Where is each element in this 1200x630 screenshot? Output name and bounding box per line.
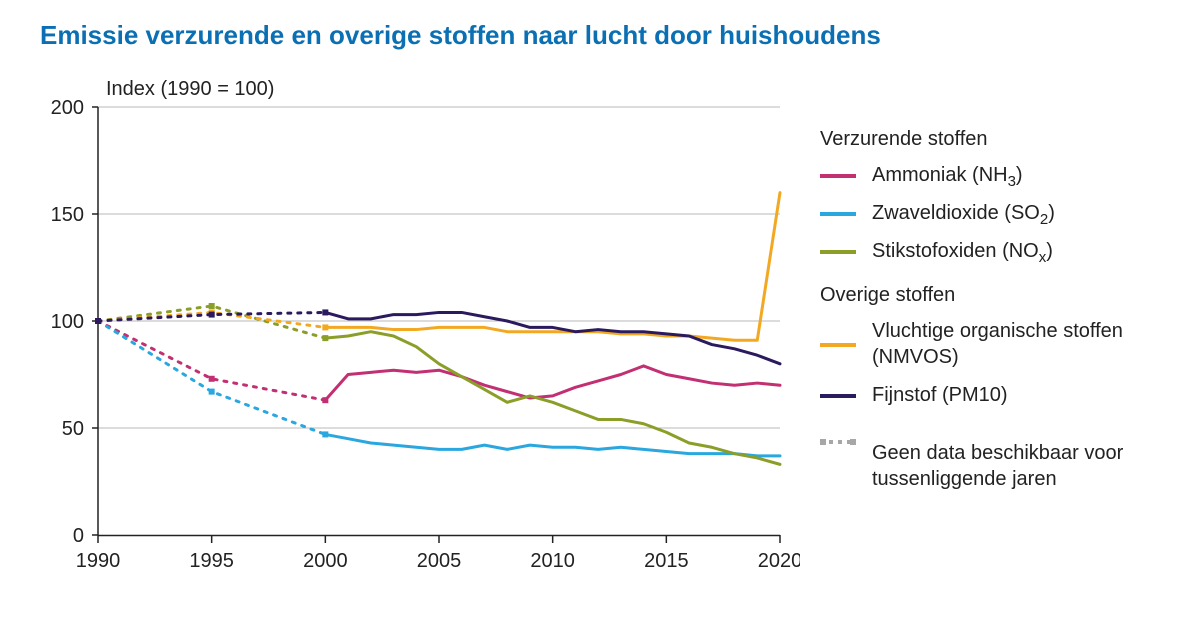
legend-item-note: Geen data beschikbaar voor tussenliggend… (820, 440, 1180, 492)
legend-label-so2: Zwaveldioxide (SO2) (872, 200, 1180, 226)
svg-text:100: 100 (51, 311, 84, 333)
svg-text:1995: 1995 (189, 550, 234, 572)
legend-label-nox: Stikstofoxiden (NOx) (872, 238, 1180, 264)
legend-item-nox: Stikstofoxiden (NOx) (820, 238, 1180, 264)
legend-item-nh3: Ammoniak (NH3) (820, 162, 1180, 188)
svg-text:50: 50 (62, 418, 84, 440)
legend-label-nh3: Ammoniak (NH3) (872, 162, 1180, 188)
svg-text:2015: 2015 (644, 550, 689, 572)
svg-text:2000: 2000 (303, 550, 348, 572)
legend-label-pm10: Fijnstof (PM10) (872, 382, 1180, 408)
chart-area: 0 50 100 150 200 Index (1990 = 100) 1990 1995 20… (40, 75, 800, 595)
svg-text:2005: 2005 (417, 550, 462, 572)
legend-heading-other: Overige stoffen (820, 282, 1180, 308)
svg-text:150: 150 (51, 204, 84, 226)
svg-text:0: 0 (73, 525, 84, 547)
legend-label-nmvos: Vluchtige organische stoffen (NMVOS) (872, 318, 1180, 370)
svg-text:2010: 2010 (530, 550, 575, 572)
legend-label-note: Geen data beschikbaar voor tussenliggend… (872, 440, 1180, 492)
svg-text:200: 200 (51, 97, 84, 119)
svg-text:2020: 2020 (758, 550, 800, 572)
legend-item-pm10: Fijnstof (PM10) (820, 382, 1180, 408)
svg-text:Index (1990 = 100): Index (1990 = 100) (106, 78, 274, 100)
chart-title: Emissie verzurende en overige stoffen na… (40, 20, 881, 51)
legend-heading-acidifying: Verzurende stoffen (820, 126, 1180, 152)
svg-text:1990: 1990 (76, 550, 121, 572)
legend-item-so2: Zwaveldioxide (SO2) (820, 200, 1180, 226)
legend: Verzurende stoffen Ammoniak (NH3) Zwavel… (820, 108, 1180, 492)
legend-item-nmvos: Vluchtige organische stoffen (NMVOS) (820, 318, 1180, 370)
